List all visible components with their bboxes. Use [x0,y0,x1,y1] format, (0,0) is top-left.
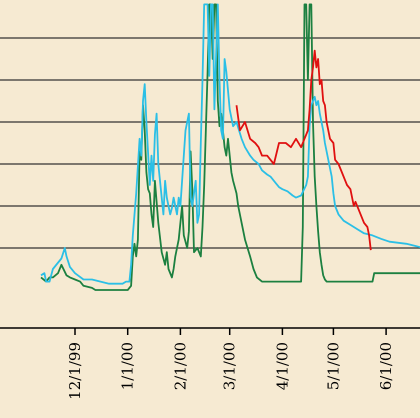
x-tick-label-7: 6/1/00 [377,342,395,390]
series-line-3 [235,49,372,251]
x-tick-label-6: 5/1/00 [324,342,342,390]
x-tick-label-3: 2/1/00 [171,342,189,390]
x-tick-label-1: 12/1/99 [66,342,84,400]
x-tick-label-4: 3/1/00 [221,342,239,390]
x-axis: 12/1/99 1/1/00 2/1/00 3/1/00 4/1/00 5/1/00 6/1… [0,327,420,400]
series-line-1 [40,3,420,285]
x-tick-label-2: 1/1/00 [119,342,137,390]
series-layer [40,3,420,291]
x-tick-label-5: 4/1/00 [273,342,291,390]
